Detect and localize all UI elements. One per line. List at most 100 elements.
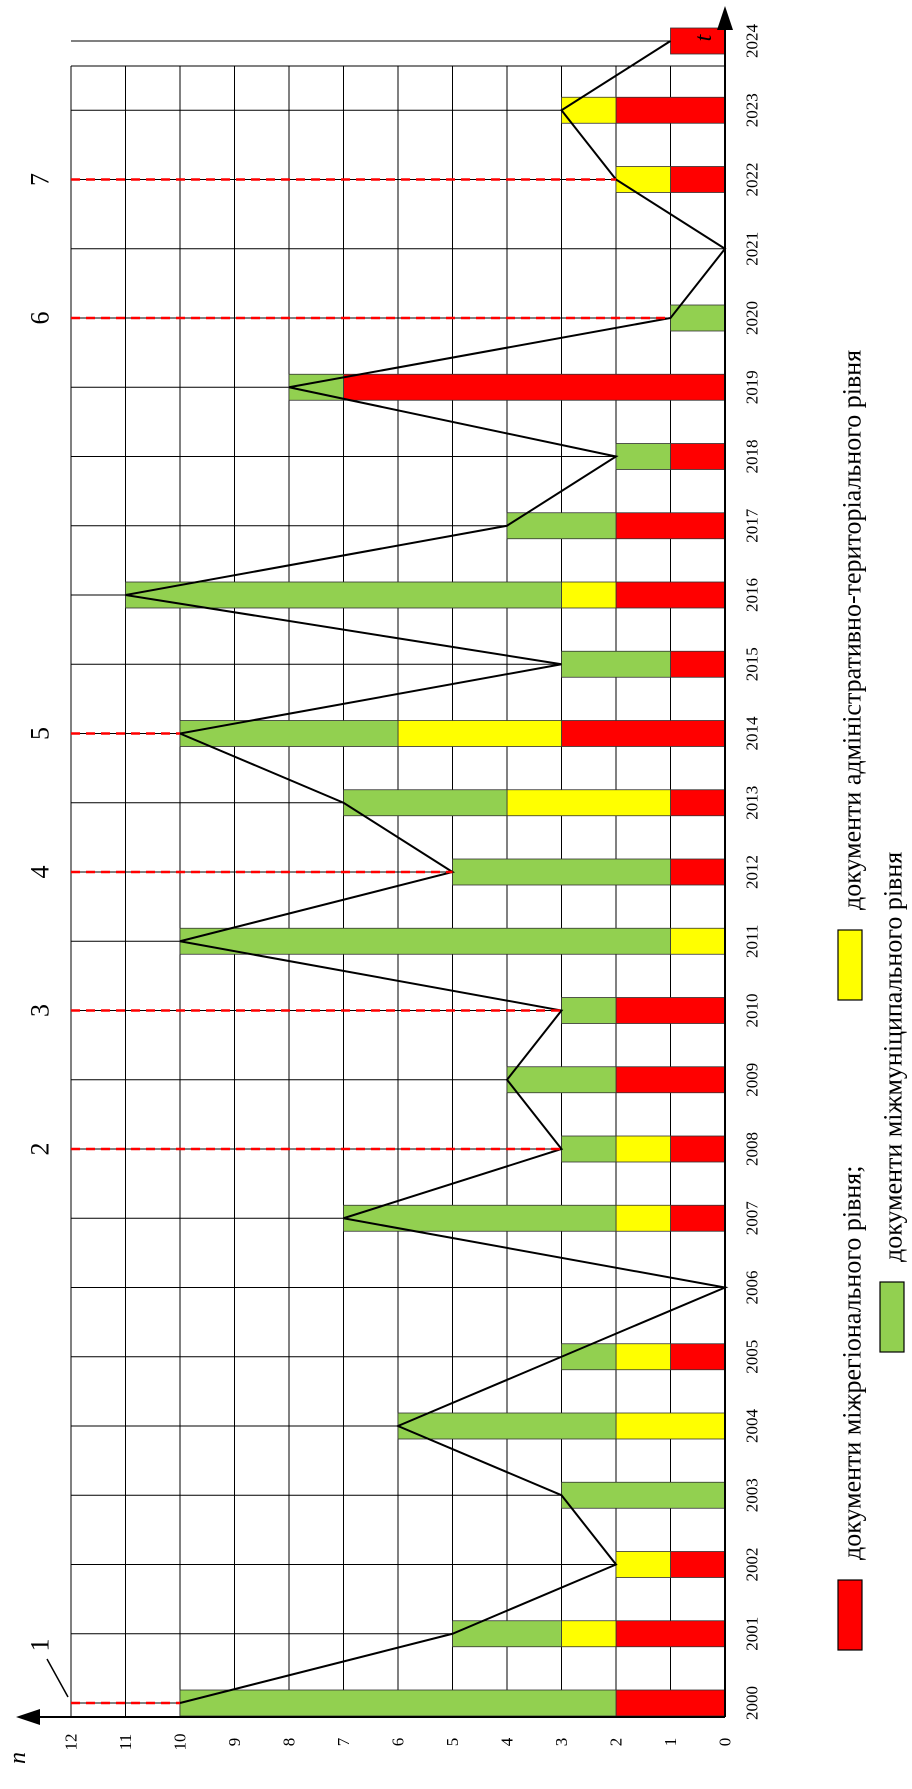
tick-label-value-0: 0 — [716, 1738, 735, 1747]
bar-2000-series-3 — [179, 1689, 617, 1717]
bar-2009-series-3 — [506, 1066, 617, 1094]
marker-label-2: 2 — [26, 1143, 55, 1156]
bar-2023-series-1 — [615, 96, 726, 124]
bar-2010-series-1 — [615, 997, 726, 1024]
tick-label-year-2002: 2002 — [743, 1548, 762, 1582]
bar-2004-series-2 — [615, 1412, 726, 1440]
bar-2004-series-3 — [397, 1412, 617, 1440]
marker-leader-1 — [46, 1658, 69, 1698]
legend-swatch-3 — [879, 1281, 905, 1353]
tick-label-year-2008: 2008 — [743, 1132, 762, 1166]
bar-2022-series-1 — [670, 166, 726, 193]
legend-label-3: документи міжмуніципального рівня — [879, 852, 908, 1262]
legend: документи міжрегіонального рівня; докумен… — [837, 350, 908, 1651]
bar-2017-series-1 — [615, 512, 726, 540]
tick-label-year-2004: 2004 — [743, 1409, 762, 1444]
marker-label-5: 5 — [26, 727, 55, 740]
bar-2022-series-2 — [615, 166, 671, 193]
bar-2014-series-2 — [397, 720, 562, 747]
value-axis-arrow — [16, 1709, 40, 1725]
bar-2012-series-1 — [670, 858, 726, 886]
tick-label-year-2016: 2016 — [743, 578, 762, 612]
bar-2009-series-1 — [615, 1066, 726, 1094]
bar-2024-series-1 — [670, 27, 726, 55]
axis-name-t: t — [691, 33, 717, 41]
bar-2016-series-3 — [125, 581, 562, 609]
marker-label-3: 3 — [26, 1004, 55, 1017]
tick-label-year-2017: 2017 — [743, 508, 762, 543]
bar-2023-series-2 — [561, 96, 617, 124]
legend-swatch-2 — [837, 929, 863, 1001]
bar-2013-series-2 — [506, 789, 671, 817]
legend-label-1: документи міжрегіонального рівня; — [838, 1166, 867, 1560]
tick-label-value-7: 7 — [334, 1737, 353, 1746]
tick-label-year-2006: 2006 — [743, 1271, 762, 1305]
tick-label-value-4: 4 — [498, 1737, 517, 1746]
tick-label-year-2007: 2007 — [743, 1201, 762, 1236]
tick-label-value-3: 3 — [552, 1738, 571, 1747]
tick-label-value-12: 12 — [62, 1734, 81, 1751]
bar-2003-series-3 — [561, 1481, 726, 1509]
bar-2013-series-3 — [343, 789, 508, 817]
tick-label-value-10: 10 — [171, 1734, 190, 1751]
tick-label-year-2014: 2014 — [743, 716, 762, 751]
bars — [125, 27, 726, 1717]
bar-2007-series-2 — [615, 1204, 671, 1232]
tick-label-year-2003: 2003 — [743, 1478, 762, 1512]
bar-2011-series-3 — [179, 927, 671, 955]
bar-2008-series-2 — [615, 1135, 671, 1163]
bar-2007-series-3 — [343, 1204, 617, 1232]
marker-label-7: 7 — [26, 173, 55, 186]
bar-2012-series-3 — [452, 858, 671, 886]
tick-label-year-2000: 2000 — [743, 1686, 762, 1720]
tick-label-year-2023: 2023 — [743, 93, 762, 127]
bar-2001-series-3 — [452, 1620, 562, 1648]
tick-label-year-2021: 2021 — [743, 232, 762, 266]
bar-2010-series-3 — [561, 997, 617, 1024]
bar-2005-series-1 — [670, 1343, 726, 1371]
tick-label-year-2024: 2024 — [743, 24, 762, 59]
bar-2016-series-1 — [615, 581, 726, 609]
bar-2018-series-1 — [670, 443, 726, 470]
tick-label-year-2022: 2022 — [743, 163, 762, 197]
bar-2015-series-1 — [670, 650, 726, 678]
tick-label-year-2009: 2009 — [743, 1063, 762, 1097]
bar-2001-series-1 — [615, 1620, 726, 1648]
bar-2017-series-3 — [506, 512, 617, 540]
tick-label-year-2015: 2015 — [743, 647, 762, 681]
tick-label-year-2010: 2010 — [743, 994, 762, 1028]
bar-2014-series-1 — [561, 720, 726, 747]
marker-label-4: 4 — [26, 866, 55, 879]
legend-label-2: документи адміністративно-територіальног… — [838, 350, 867, 910]
tick-label-year-2020: 2020 — [743, 301, 762, 335]
bar-2018-series-3 — [615, 443, 671, 470]
time-axis-arrow — [717, 6, 733, 30]
bar-2020-series-3 — [670, 304, 726, 332]
bar-2008-series-1 — [670, 1135, 726, 1163]
bar-2002-series-2 — [615, 1551, 671, 1578]
bar-2001-series-2 — [561, 1620, 617, 1648]
tick-label-year-2001: 2001 — [743, 1617, 762, 1651]
bar-2011-series-2 — [670, 927, 726, 955]
tick-label-year-2018: 2018 — [743, 440, 762, 474]
legend-swatch-1 — [837, 1579, 863, 1651]
tick-label-year-2011: 2011 — [743, 925, 762, 958]
bar-2015-series-3 — [561, 650, 671, 678]
tick-label-year-2013: 2013 — [743, 786, 762, 820]
bar-2013-series-1 — [670, 789, 726, 817]
bar-2002-series-1 — [670, 1551, 726, 1578]
tick-label-year-2005: 2005 — [743, 1340, 762, 1374]
bar-2016-series-2 — [561, 581, 617, 609]
bar-2008-series-3 — [561, 1135, 617, 1163]
tick-label-value-6: 6 — [389, 1738, 408, 1747]
tick-label-value-1: 1 — [661, 1738, 680, 1747]
bar-2014-series-3 — [179, 720, 399, 747]
tick-label-value-2: 2 — [607, 1738, 626, 1747]
bar-2005-series-3 — [561, 1343, 617, 1371]
tick-label-value-8: 8 — [280, 1738, 299, 1747]
marker-layer: 1 2 3 4 5 6 7 — [26, 173, 671, 1705]
tick-label-value-11: 11 — [116, 1734, 135, 1750]
tick-label-value-9: 9 — [225, 1738, 244, 1747]
tick-label-year-2019: 2019 — [743, 370, 762, 404]
